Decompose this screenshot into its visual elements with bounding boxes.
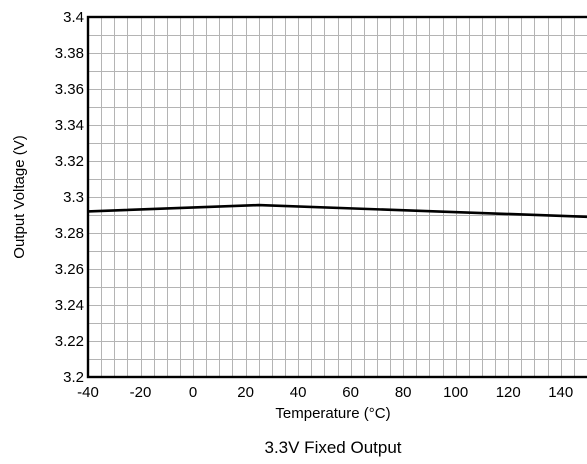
y-tick-label: 3.26 [55, 261, 84, 278]
y-tick-label: 3.36 [55, 81, 84, 98]
x-tick-label: -40 [77, 384, 99, 401]
x-tick-label: 80 [395, 384, 412, 401]
x-tick-label: -20 [130, 384, 152, 401]
x-tick-label: 140 [548, 384, 573, 401]
plot-frame [86, 15, 587, 379]
x-tick-label: 0 [189, 384, 197, 401]
y-axis-label: Output Voltage (V) [11, 135, 28, 258]
x-tick-label: 20 [237, 384, 254, 401]
x-tick-label: 100 [443, 384, 468, 401]
series-line-0 [87, 203, 587, 219]
x-tick-label: 40 [290, 384, 307, 401]
series-layer [87, 203, 587, 219]
grid [88, 17, 587, 378]
y-tick-labels: 3.2 3.22 3.24 3.26 3.28 3.3 3.32 3.34 3.36 3.38 3.… [55, 9, 84, 386]
y-tick-label: 3.2 [63, 369, 84, 386]
y-tick-label: 3.22 [55, 333, 84, 350]
y-tick-label: 3.34 [55, 117, 84, 134]
y-tick-label: 3.3 [63, 189, 84, 206]
y-tick-label: 3.4 [63, 9, 84, 26]
x-tick-label: 120 [496, 384, 521, 401]
chart-caption: 3.3V Fixed Output [264, 438, 401, 457]
y-tick-label: 3.38 [55, 45, 84, 62]
y-tick-label: 3.28 [55, 225, 84, 242]
y-tick-label: 3.32 [55, 153, 84, 170]
y-tick-label: 3.24 [55, 297, 84, 314]
x-tick-labels: -40 -20 0 20 40 60 80 100 120 140 [77, 384, 573, 401]
x-tick-label: 60 [342, 384, 359, 401]
x-axis-label: Temperature (°C) [275, 405, 390, 422]
